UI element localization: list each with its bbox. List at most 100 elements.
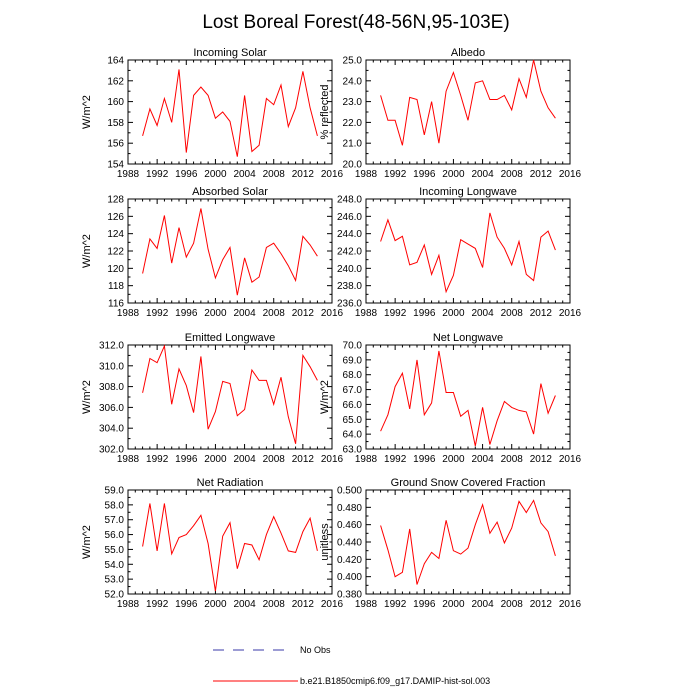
x-tick-label: 1996 <box>175 308 198 319</box>
y-axis-label: W/m^2 <box>319 380 331 414</box>
y-tick-label: 57.0 <box>105 515 125 526</box>
y-tick-label: 20.0 <box>343 160 363 171</box>
x-tick-label: 2012 <box>530 599 553 610</box>
x-tick-label: 1996 <box>175 169 198 180</box>
x-tick-label: 2008 <box>501 454 524 465</box>
x-tick-label: 1988 <box>117 599 140 610</box>
y-tick-label: 0.460 <box>337 520 362 531</box>
panel-title: Albedo <box>451 47 485 59</box>
x-tick-label: 2016 <box>559 599 582 610</box>
y-tick-label: 124 <box>107 229 124 240</box>
x-tick-label: 1996 <box>413 599 436 610</box>
panel-title: Absorbed Solar <box>192 186 268 198</box>
plot-frame <box>365 59 571 165</box>
y-tick-label: 240.0 <box>337 264 362 275</box>
x-tick-label: 2012 <box>292 169 315 180</box>
y-tick-label: 0.380 <box>337 590 362 601</box>
x-tick-label: 2008 <box>263 169 286 180</box>
x-tick-label: 1988 <box>117 169 140 180</box>
y-tick-label: 126 <box>107 212 124 223</box>
y-tick-label: 24.0 <box>343 76 363 87</box>
panel-2: Absorbed Solar 1988 1992 1996 2000 2004 2008 20… <box>81 186 344 319</box>
y-tick-label: 306.0 <box>99 403 124 414</box>
panel-title: Net Radiation <box>197 477 264 489</box>
panel-title: Incoming Solar <box>193 47 267 59</box>
legend-model-label: b.e21.B1850cmip6.f09_g17.DAMIP-hist-sol.… <box>300 676 490 686</box>
plot-frame <box>127 59 333 165</box>
x-tick-label: 2008 <box>501 599 524 610</box>
y-tick-label: 68.0 <box>343 370 363 381</box>
x-tick-label: 2004 <box>233 454 256 465</box>
y-tick-label: 310.0 <box>99 361 124 372</box>
x-tick-label: 2016 <box>321 454 344 465</box>
y-tick-label: 0.440 <box>337 538 362 549</box>
y-tick-label: 302.0 <box>99 445 124 456</box>
y-tick-label: 128 <box>107 195 124 206</box>
y-tick-label: 248.0 <box>337 195 362 206</box>
y-tick-label: 64.0 <box>343 430 363 441</box>
x-tick-label: 2004 <box>233 169 256 180</box>
y-tick-label: 23.0 <box>343 97 363 108</box>
y-tick-label: 63.0 <box>343 445 363 456</box>
series-line <box>380 59 556 146</box>
x-tick-label: 1992 <box>384 169 407 180</box>
panel-0: Incoming Solar 1988 1992 1996 2000 2004 2008 20… <box>81 47 344 180</box>
plot-frame <box>365 198 571 304</box>
x-tick-label: 2008 <box>263 599 286 610</box>
x-tick-label: 1996 <box>413 454 436 465</box>
y-tick-label: 304.0 <box>99 424 124 435</box>
x-tick-label: 1992 <box>146 599 169 610</box>
series-line <box>142 208 318 296</box>
figure-title: Lost Boreal Forest(48-56N,95-103E) <box>202 12 509 33</box>
y-tick-label: 236.0 <box>337 299 362 310</box>
y-tick-label: 158 <box>107 118 124 129</box>
y-tick-label: 238.0 <box>337 281 362 292</box>
series-line <box>380 212 556 294</box>
y-tick-label: 246.0 <box>337 212 362 223</box>
y-tick-label: 65.0 <box>343 415 363 426</box>
y-tick-label: 52.0 <box>105 590 125 601</box>
y-axis-label: W/m^2 <box>81 525 93 559</box>
y-tick-label: 160 <box>107 97 124 108</box>
x-tick-label: 2012 <box>530 308 553 319</box>
x-tick-label: 1992 <box>146 308 169 319</box>
panel-title: Ground Snow Covered Fraction <box>391 477 546 489</box>
y-tick-label: 154 <box>107 160 124 171</box>
x-tick-label: 2000 <box>204 599 227 610</box>
x-tick-label: 1992 <box>146 454 169 465</box>
x-tick-label: 2000 <box>204 308 227 319</box>
y-tick-label: 0.420 <box>337 555 362 566</box>
x-tick-label: 2004 <box>471 454 494 465</box>
y-tick-label: 58.0 <box>105 500 125 511</box>
y-tick-label: 59.0 <box>105 486 125 497</box>
series-line <box>142 503 318 592</box>
y-tick-label: 164 <box>107 56 124 67</box>
legend-no-obs-label: No Obs <box>300 645 331 655</box>
x-tick-label: 2012 <box>530 454 553 465</box>
x-tick-label: 2012 <box>292 454 315 465</box>
panels: Incoming Solar 1988 1992 1996 2000 2004 2008 20… <box>81 47 582 610</box>
x-tick-label: 2004 <box>233 599 256 610</box>
series-line <box>142 344 318 444</box>
panel-title: Emitted Longwave <box>185 332 276 344</box>
x-tick-label: 1992 <box>384 599 407 610</box>
x-tick-label: 2016 <box>559 454 582 465</box>
series-line <box>142 69 318 157</box>
x-tick-label: 1988 <box>355 599 378 610</box>
x-tick-label: 2000 <box>442 454 465 465</box>
x-tick-label: 1988 <box>355 308 378 319</box>
y-tick-label: 67.0 <box>343 385 363 396</box>
y-tick-label: 162 <box>107 76 124 87</box>
x-tick-label: 2012 <box>292 599 315 610</box>
y-tick-label: 0.480 <box>337 503 362 514</box>
y-tick-label: 244.0 <box>337 229 362 240</box>
x-tick-label: 2008 <box>501 169 524 180</box>
x-tick-label: 1992 <box>384 308 407 319</box>
x-tick-label: 2000 <box>204 454 227 465</box>
y-tick-label: 70.0 <box>343 341 363 352</box>
y-tick-label: 312.0 <box>99 341 124 352</box>
y-tick-label: 156 <box>107 139 124 150</box>
panel-3: Incoming Longwave 1988 1992 1996 2000 2004 200… <box>337 186 582 319</box>
